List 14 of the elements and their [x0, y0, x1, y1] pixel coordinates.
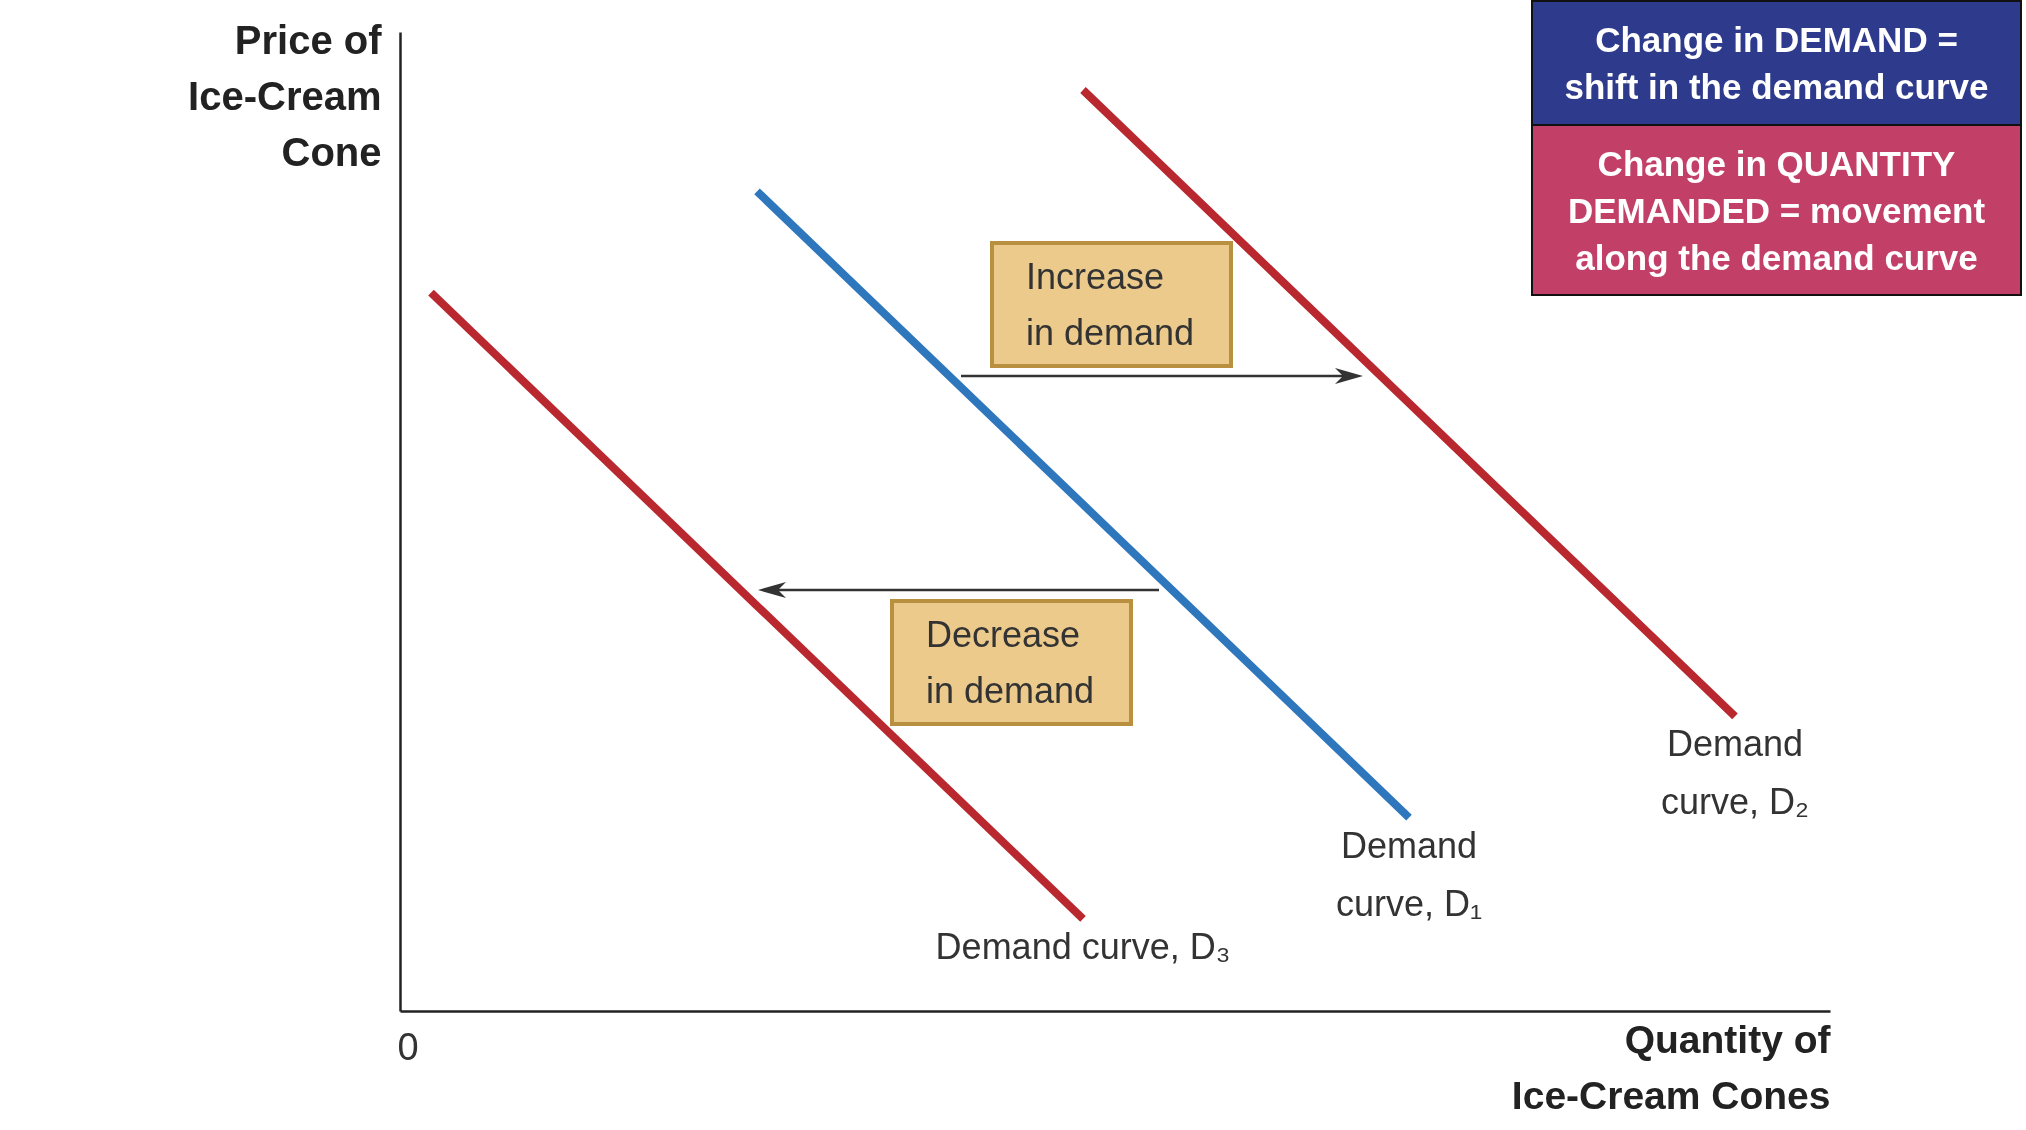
text: 0	[397, 1025, 419, 1069]
y-axis-title: Price of Ice-Cream Cone	[188, 17, 383, 174]
x-axis-title: Quantity of Ice-Cream Cones	[1511, 1017, 1832, 1117]
annotation: Change in QUANTITY DEMANDED = movement along the demand curve	[1566, 142, 1987, 279]
annotation: Increase in demand	[1026, 254, 1195, 355]
annotation: Decrease in demand	[926, 612, 1095, 713]
series-label: Demand curve, D₂	[1660, 723, 1810, 823]
series-label: Demand curve, D₁	[1335, 824, 1483, 924]
annotation: Change in DEMAND = shift in the demand curve	[1563, 19, 1990, 108]
note-box: Increase in demand	[990, 241, 1233, 368]
note-box: Change in QUANTITY DEMANDED = movement along the demand curve	[1531, 124, 2022, 296]
note-box: Change in DEMAND = shift in the demand curve	[1531, 0, 2022, 126]
note-box: Decrease in demand	[890, 599, 1133, 726]
series-label: Demand curve, D₃	[935, 925, 1231, 967]
